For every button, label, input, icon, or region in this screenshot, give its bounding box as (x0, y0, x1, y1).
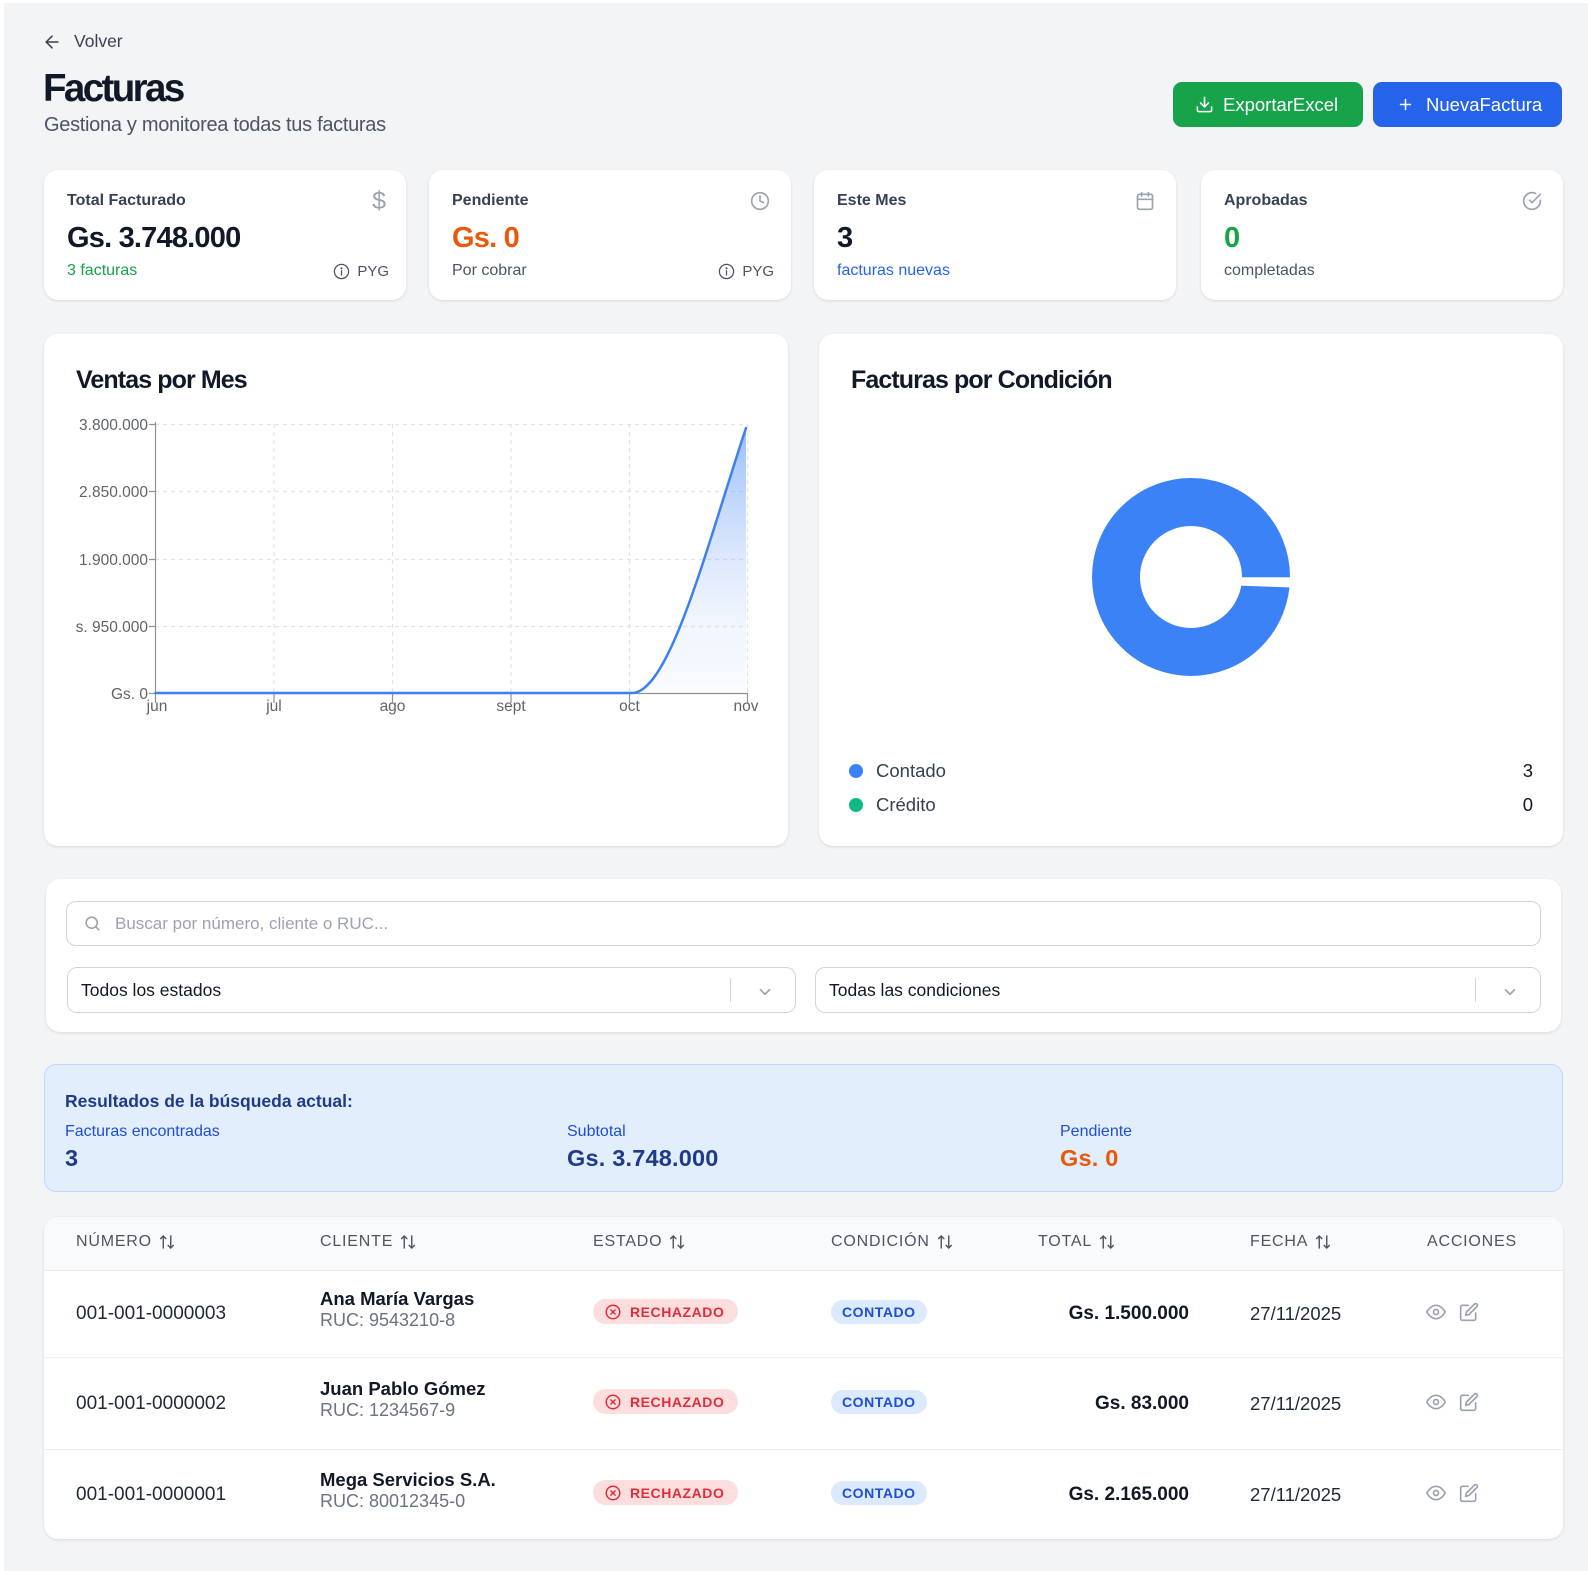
svg-text:s. 950.000: s. 950.000 (76, 619, 149, 636)
svg-text:3.800.000: 3.800.000 (79, 417, 148, 434)
svg-text:2.850.000: 2.850.000 (79, 484, 148, 501)
svg-text:1.900.000: 1.900.000 (79, 552, 148, 569)
svg-text:sept: sept (496, 698, 526, 715)
svg-text:ago: ago (380, 698, 406, 715)
svg-text:oct: oct (619, 698, 640, 715)
svg-text:nov: nov (734, 698, 759, 715)
svg-text:jul: jul (265, 698, 282, 715)
svg-text:jun: jun (146, 698, 168, 715)
svg-text:Gs. 0: Gs. 0 (111, 686, 148, 703)
